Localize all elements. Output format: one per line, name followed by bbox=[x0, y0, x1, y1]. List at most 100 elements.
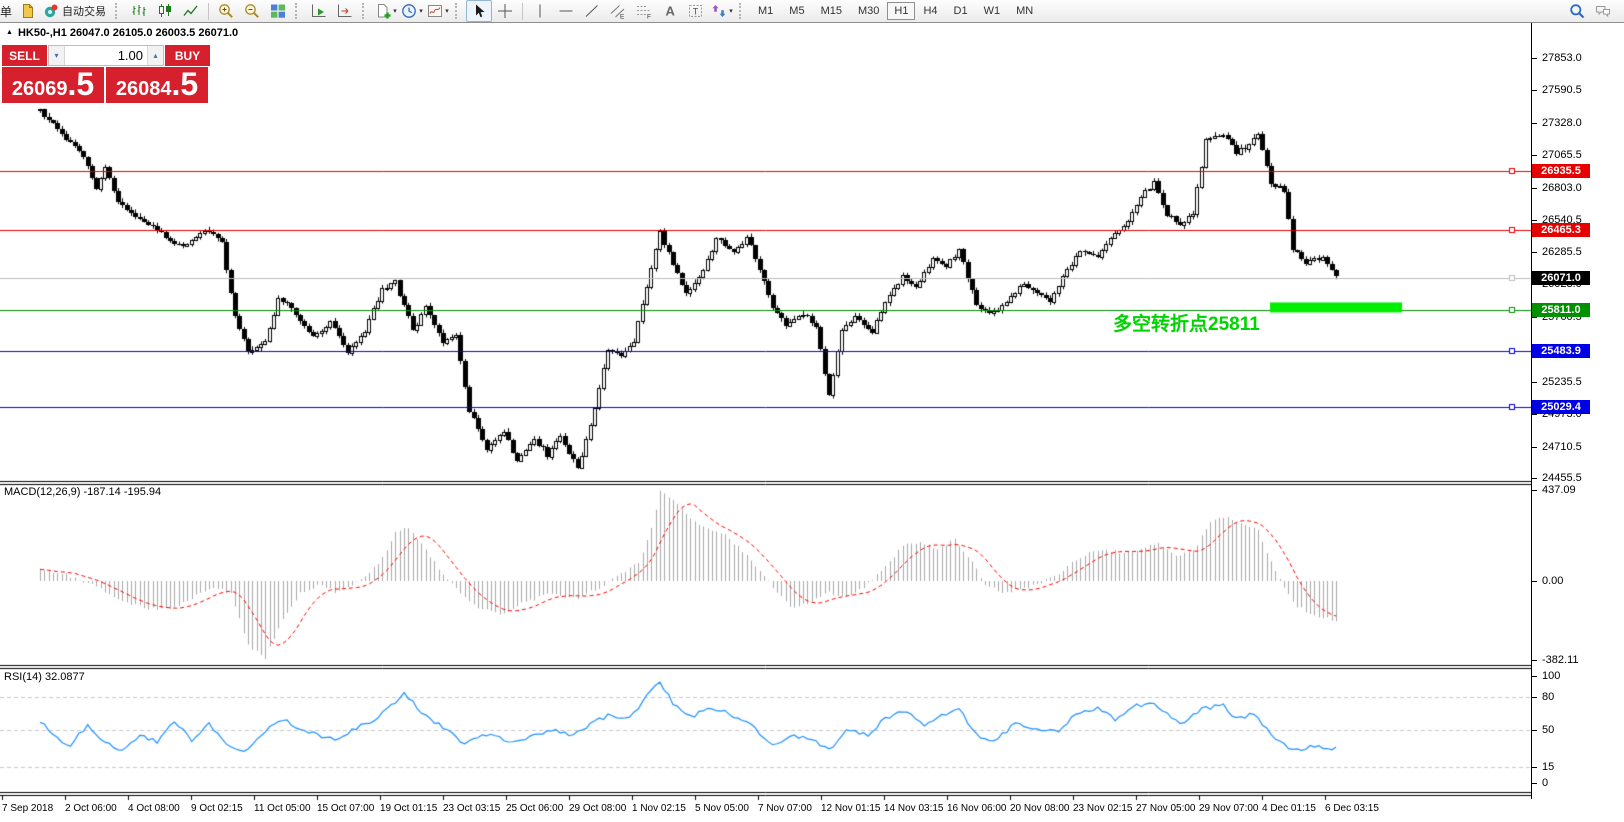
tile-windows-button[interactable] bbox=[265, 0, 291, 22]
price-tick bbox=[1532, 57, 1537, 59]
auto-trading-button[interactable]: 自动交易 bbox=[41, 0, 111, 22]
template-icon bbox=[428, 5, 443, 17]
price-tick-label: 27590.5 bbox=[1542, 84, 1582, 97]
cursor-icon bbox=[476, 4, 485, 18]
toolbar: 单 自动交易 ▾ ▾ ▾ E F A T ▾ M1 M5 M15 M30 H1 H4 D1 W1 MN bbox=[0, 0, 1624, 23]
sell-price-button[interactable]: 26069.5 bbox=[2, 67, 104, 103]
time-axis-label: 2 Oct 06:00 bbox=[65, 803, 117, 814]
time-axis-label: 4 Dec 01:15 bbox=[1262, 803, 1316, 814]
price-tick-label: 27853.0 bbox=[1542, 51, 1582, 64]
zoom-in-button[interactable] bbox=[213, 0, 239, 22]
text-label-icon: T bbox=[689, 5, 702, 17]
price-tick bbox=[1532, 155, 1537, 157]
timeframe-h1-button[interactable]: H1 bbox=[887, 2, 916, 20]
macd-tick bbox=[1532, 660, 1537, 662]
cursor-button[interactable] bbox=[466, 0, 492, 22]
trend-line-button[interactable] bbox=[579, 0, 605, 22]
timeframe-m1-button[interactable]: M1 bbox=[758, 5, 774, 17]
time-axis-label: 7 Nov 07:00 bbox=[758, 803, 812, 814]
time-axis-label: 29 Oct 08:00 bbox=[569, 803, 627, 814]
time-axis-label: 25 Oct 06:00 bbox=[506, 803, 564, 814]
volume-decrease-button[interactable]: ▾ bbox=[49, 46, 65, 65]
new-order-doc-button[interactable] bbox=[15, 0, 41, 22]
price-tick bbox=[1532, 187, 1537, 189]
text-button[interactable]: A bbox=[657, 0, 683, 22]
price-axis[interactable]: 27853.0 27590.5 27328.0 27065.5 26803.0 26540… bbox=[1531, 23, 1624, 799]
one-click-trading-panel: SELL ▾ ▴ BUY 26069.5 26084.5 bbox=[2, 45, 210, 103]
tline-icon bbox=[585, 5, 598, 17]
pivot-annotation-text[interactable]: 多空转折点25811 bbox=[1113, 314, 1260, 335]
trade-panel-price-row: 26069.5 26084.5 bbox=[2, 66, 210, 103]
line-chart-button[interactable] bbox=[178, 0, 204, 22]
periods-button[interactable]: ▾ bbox=[399, 0, 425, 22]
text-label-button[interactable]: T bbox=[683, 0, 709, 22]
clipped-order-button-label[interactable]: 单 bbox=[0, 4, 13, 19]
time-axis[interactable]: 7 Sep 2018 2 Oct 06:00 4 Oct 08:00 9 Oct 02… bbox=[0, 799, 1531, 822]
timeframe-m30-button[interactable]: M30 bbox=[857, 5, 880, 17]
time-axis-label: 4 Oct 08:00 bbox=[128, 803, 180, 814]
rsi-tick bbox=[1532, 676, 1537, 677]
price-tick bbox=[1532, 381, 1537, 383]
toolbar-buttons: 自动交易 ▾ ▾ ▾ E F A T ▾ bbox=[15, 0, 750, 22]
arrows-icon bbox=[712, 5, 726, 17]
rsi-tick-label: 80 bbox=[1542, 691, 1555, 704]
search-button[interactable] bbox=[1564, 0, 1590, 22]
macd-tick-label: -382.11 bbox=[1542, 654, 1579, 667]
price-tick-label: 27328.0 bbox=[1542, 116, 1582, 129]
chart-canvas[interactable] bbox=[0, 0, 1531, 822]
templates-button[interactable]: ▾ bbox=[425, 0, 451, 22]
price-line-label-25811.0: 25811.0 bbox=[1532, 303, 1590, 318]
candlestick-chart-button[interactable] bbox=[152, 0, 178, 22]
vline-icon bbox=[539, 4, 541, 18]
price-line-label-26071.0: 26071.0 bbox=[1532, 271, 1590, 286]
auto-scroll-button[interactable] bbox=[306, 0, 332, 22]
zoom-out-button[interactable] bbox=[239, 0, 265, 22]
time-axis-label: 7 Sep 2018 bbox=[2, 803, 54, 814]
macd-tick bbox=[1532, 581, 1537, 582]
volume-input[interactable] bbox=[65, 46, 147, 65]
timeframe-m5-button[interactable]: M5 bbox=[789, 5, 805, 17]
chat-button[interactable] bbox=[1590, 0, 1616, 22]
time-axis-label: 12 Nov 01:15 bbox=[821, 803, 881, 814]
buy-price-main: 26084 bbox=[115, 78, 172, 100]
chart-title-text: HK50-,H1 26047.0 26105.0 26003.5 26071.0 bbox=[17, 27, 239, 39]
sell-price-main: 26069 bbox=[11, 78, 68, 100]
time-axis-label: 19 Oct 01:15 bbox=[380, 803, 438, 814]
sell-button[interactable]: SELL bbox=[2, 45, 47, 66]
equidistant-channel-button[interactable]: E bbox=[605, 0, 631, 22]
price-tick bbox=[1532, 122, 1537, 124]
vertical-line-button[interactable] bbox=[527, 0, 553, 22]
timeframe-m15-button[interactable]: M15 bbox=[820, 5, 842, 17]
rsi-tick bbox=[1532, 697, 1537, 699]
timeframe-h4-button[interactable]: H4 bbox=[923, 5, 938, 17]
timeframe-mn-button[interactable]: MN bbox=[1016, 5, 1034, 17]
text-a-icon: A bbox=[666, 4, 676, 19]
rsi-tick bbox=[1532, 783, 1537, 784]
horizontal-line-button[interactable] bbox=[553, 0, 579, 22]
price-tick-label: 24710.5 bbox=[1542, 440, 1582, 453]
price-tick-label: 26803.0 bbox=[1542, 181, 1582, 194]
price-tick bbox=[1532, 220, 1537, 222]
arrows-button[interactable]: ▾ bbox=[709, 0, 735, 22]
buy-price-button[interactable]: 26084.5 bbox=[106, 67, 208, 103]
tile-icon bbox=[271, 4, 285, 18]
price-tick bbox=[1532, 478, 1537, 480]
fibonacci-button[interactable]: F bbox=[631, 0, 657, 22]
linechart-icon bbox=[183, 5, 198, 16]
chart-shift-icon bbox=[338, 4, 352, 17]
timeframe-w1-button[interactable]: W1 bbox=[983, 5, 1001, 17]
rsi-tick-label: 0 bbox=[1542, 777, 1549, 789]
volume-increase-button[interactable]: ▴ bbox=[147, 46, 163, 65]
timeframe-d1-button[interactable]: D1 bbox=[953, 5, 968, 17]
svg-text:A: A bbox=[666, 4, 676, 19]
new-order-button[interactable]: ▾ bbox=[373, 0, 399, 22]
time-axis-label: 14 Nov 03:15 bbox=[884, 803, 944, 814]
bar-chart-button[interactable] bbox=[126, 0, 152, 22]
crosshair-button[interactable] bbox=[492, 0, 518, 22]
candles-icon bbox=[159, 4, 171, 17]
rsi-tick bbox=[1532, 766, 1537, 768]
buy-button[interactable]: BUY bbox=[165, 45, 210, 66]
zoom-in-icon bbox=[219, 4, 233, 18]
auto-trading-icon bbox=[44, 4, 58, 18]
chart-shift-button[interactable] bbox=[332, 0, 358, 22]
